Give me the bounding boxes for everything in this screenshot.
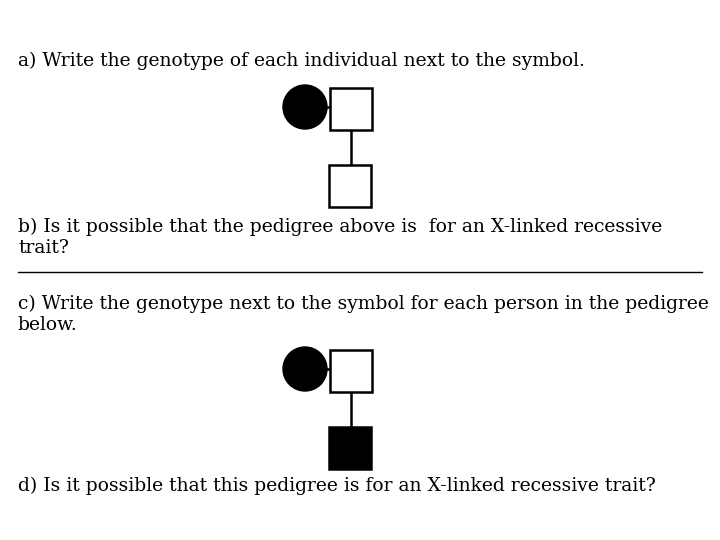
Bar [330, 88, 372, 130]
Bar [330, 350, 372, 392]
Text: b) Is it possible that the pedigree above is  for an X-linked recessive
trait?: b) Is it possible that the pedigree abov… [18, 218, 662, 257]
Text: d) Is it possible that this pedigree is for an X-linked recessive trait?: d) Is it possible that this pedigree is … [18, 477, 656, 495]
Circle shape [283, 347, 327, 391]
Text: c) Write the genotype next to the symbol for each person in the pedigree
below.: c) Write the genotype next to the symbol… [18, 295, 709, 334]
Bar [329, 427, 371, 469]
Bar [329, 165, 371, 207]
Circle shape [283, 85, 327, 129]
Text: a) Write the genotype of each individual next to the symbol.: a) Write the genotype of each individual… [18, 52, 585, 70]
